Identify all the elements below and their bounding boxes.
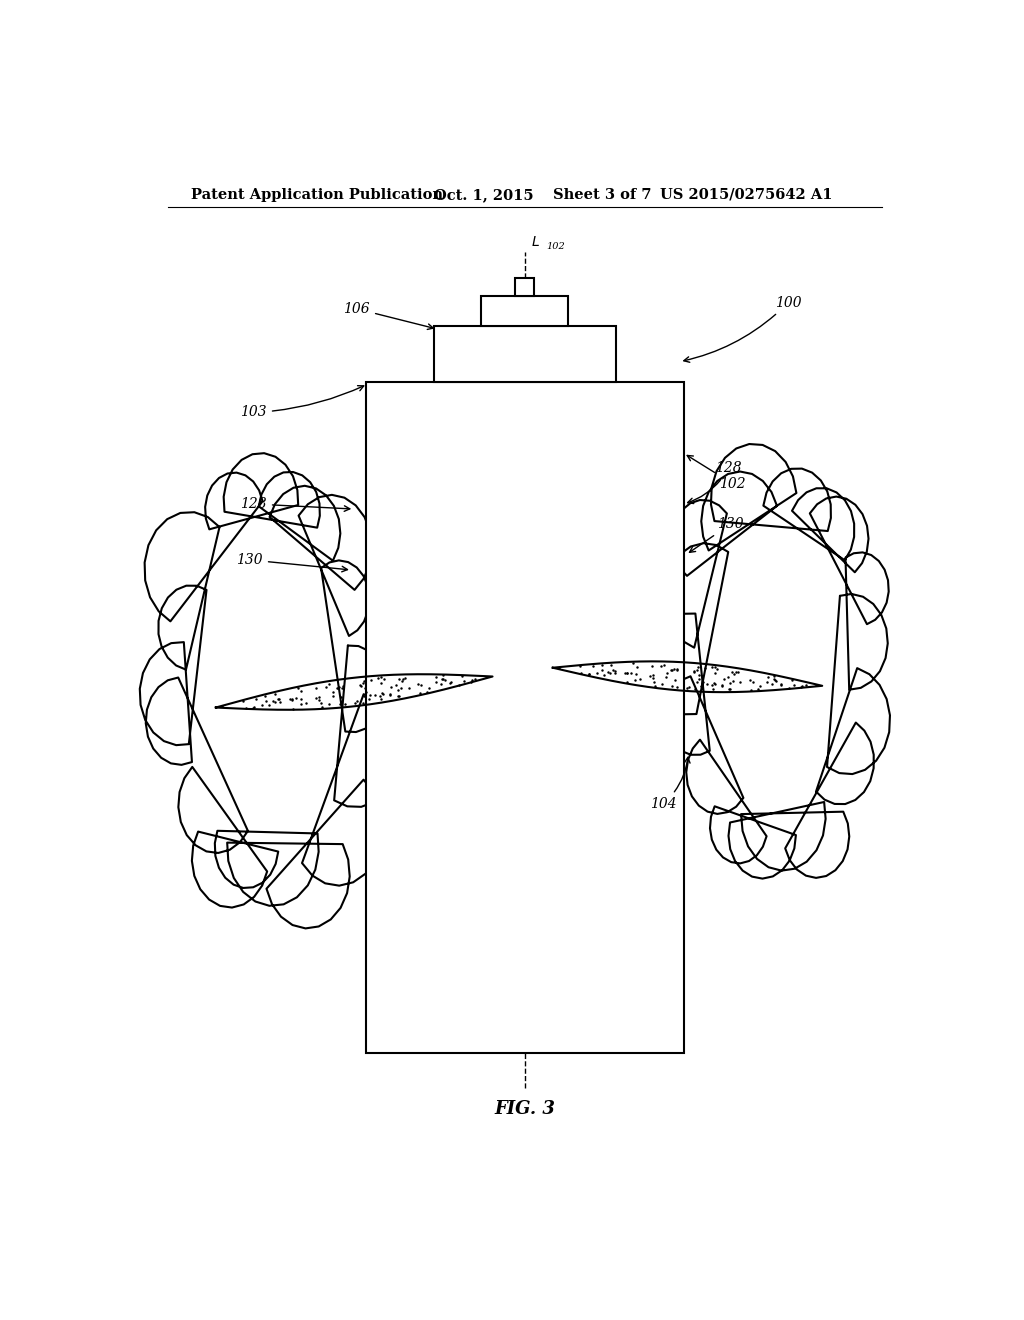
Text: Sheet 3 of 7: Sheet 3 of 7 bbox=[553, 187, 651, 202]
Text: 102: 102 bbox=[687, 455, 745, 491]
Bar bbox=[433, 326, 616, 381]
Text: 128: 128 bbox=[241, 496, 350, 511]
Text: 128: 128 bbox=[688, 462, 742, 503]
Text: 106: 106 bbox=[343, 302, 433, 330]
Text: 104: 104 bbox=[650, 758, 690, 810]
Text: Patent Application Publication: Patent Application Publication bbox=[191, 187, 443, 202]
Bar bbox=[515, 279, 535, 296]
Text: 102: 102 bbox=[546, 243, 565, 251]
Text: Oct. 1, 2015: Oct. 1, 2015 bbox=[433, 187, 534, 202]
Bar bbox=[481, 296, 568, 326]
Text: 103: 103 bbox=[241, 385, 364, 420]
Text: 130: 130 bbox=[689, 517, 743, 552]
Text: 100: 100 bbox=[684, 296, 802, 362]
Text: FIG. 3: FIG. 3 bbox=[495, 1100, 555, 1118]
Text: $L$: $L$ bbox=[531, 235, 540, 248]
Text: US 2015/0275642 A1: US 2015/0275642 A1 bbox=[659, 187, 833, 202]
Bar bbox=[367, 381, 684, 1053]
Text: 130: 130 bbox=[237, 553, 347, 572]
